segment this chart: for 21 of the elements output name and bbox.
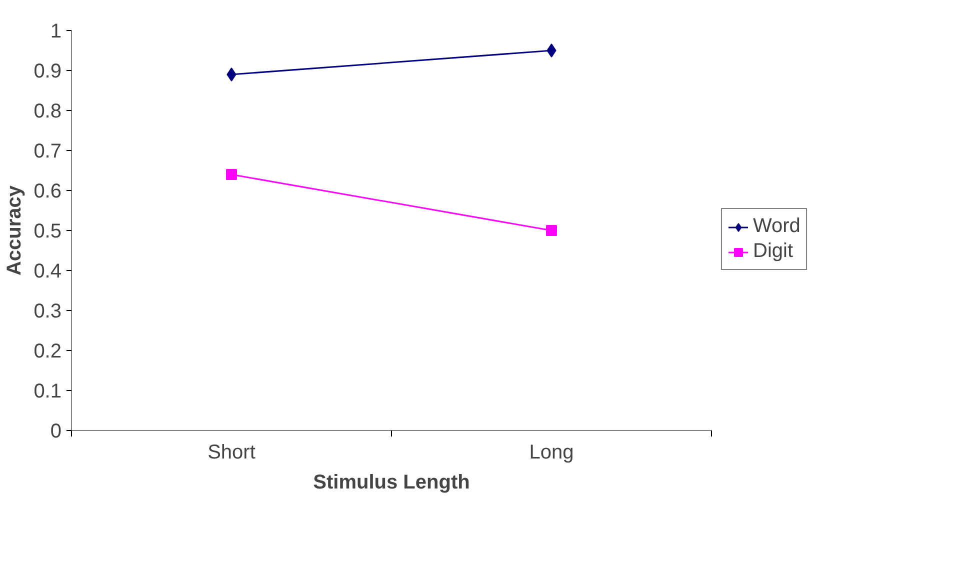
- y-tick-label: 0.2: [34, 340, 62, 362]
- legend-label: Digit: [753, 240, 794, 263]
- point: [226, 68, 236, 82]
- y-axis-title: Accuracy: [4, 184, 26, 276]
- y-tick-label: 0.9: [34, 60, 62, 82]
- x-tick-label: Short: [208, 442, 256, 464]
- y-tick-label: 0.7: [34, 140, 62, 162]
- y-tick-label: 0.6: [34, 180, 62, 202]
- legend-label: Word: [753, 215, 800, 238]
- y-tick-label: 0.3: [34, 300, 62, 322]
- y-tick-label: 0.4: [34, 260, 62, 282]
- x-tick-label: Long: [529, 442, 574, 464]
- y-tick-label: 0.5: [34, 220, 62, 242]
- x-axis-title: Stimulus Length: [313, 472, 470, 494]
- point: [546, 225, 557, 236]
- y-tick-label: 1: [50, 20, 62, 42]
- y-tick-label: 0: [50, 420, 62, 442]
- y-tick-label: 0.8: [34, 100, 62, 122]
- point: [546, 44, 556, 58]
- point: [226, 169, 237, 180]
- y-tick-label: 0.1: [34, 380, 62, 402]
